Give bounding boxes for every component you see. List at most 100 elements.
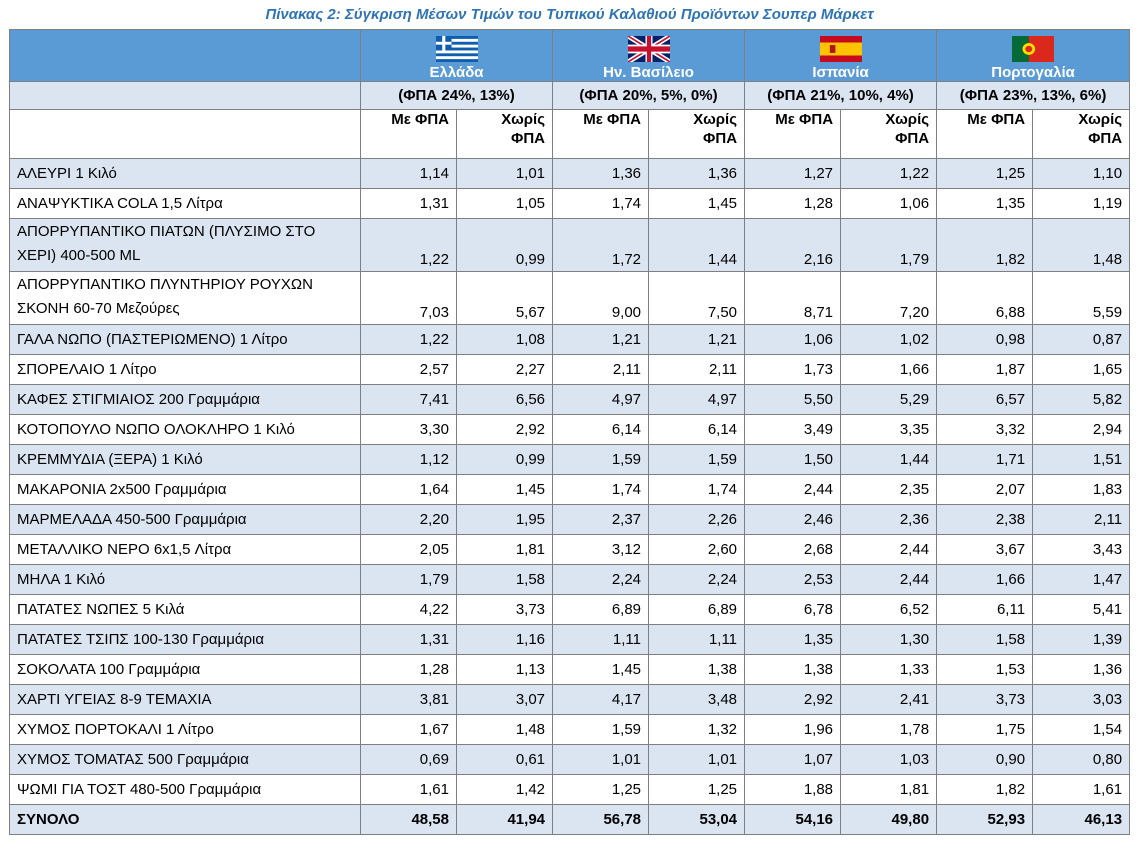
price-with-vat: 1,31 [360, 188, 457, 219]
country-header-spain: Ισπανία [744, 29, 938, 82]
without-vat-label-line1: Χωρίς [885, 111, 930, 128]
vat-rate-row: (ΦΠΑ 24%, 13%) (ΦΠΑ 20%, 5%, 0%) (ΦΠΑ 21… [9, 81, 1131, 110]
price-with-vat: 2,46 [744, 504, 842, 535]
price-with-vat: 2,37 [552, 504, 650, 535]
price-with-vat: 1,74 [552, 188, 650, 219]
price-with-vat: 1,14 [360, 158, 457, 189]
price-without-vat: 2,27 [455, 354, 554, 385]
price-with-vat: 6,14 [552, 414, 650, 445]
price-without-vat: 1,16 [455, 624, 554, 655]
price-without-vat: 2,60 [648, 534, 746, 565]
price-with-vat: 2,53 [744, 564, 842, 595]
price-with-vat: 1,31 [360, 624, 457, 655]
vat-rate: (ΦΠΑ 23%, 13%, 6%) [936, 81, 1131, 110]
price-with-vat: 1,22 [360, 218, 457, 272]
price-with-vat: 1,96 [744, 714, 842, 745]
header-blank-cell [9, 29, 361, 82]
greece-flag-icon [435, 36, 478, 62]
price-without-vat: 1,39 [1032, 624, 1131, 655]
price-with-vat: 5,50 [744, 384, 842, 415]
price-with-vat: 4,97 [552, 384, 650, 415]
without-vat-label-line2: ΦΠΑ [703, 130, 738, 147]
price-with-vat: 3,67 [936, 534, 1034, 565]
price-comparison-table: Ελλάδα Ην. Βασίλειο Ισπανία [9, 29, 1131, 835]
total-row: ΣΥΝΟΛΟ 48,58 41,94 56,78 53,04 54,16 49,80 52,9… [9, 804, 1131, 835]
product-name: ΜΕΤΑΛΛΙΚΟ ΝΕΡΟ 6x1,5 Λίτρα [9, 534, 361, 565]
price-with-vat: 6,11 [936, 594, 1034, 625]
price-with-vat: 1,82 [936, 774, 1034, 805]
price-without-vat: 1,58 [455, 564, 554, 595]
total-without-vat: 46,13 [1032, 804, 1131, 835]
price-with-vat: 4,22 [360, 594, 457, 625]
with-vat-header: Με ΦΠΑ [360, 109, 457, 159]
table-row: ΚΟΤΟΠΟΥΛΟ ΝΩΠΟ ΟΛΟΚΛΗΡΟ 1 Κιλό 3,30 2,92 6,… [9, 414, 1131, 445]
price-with-vat: 1,53 [936, 654, 1034, 685]
without-vat-header: Χωρίς ΦΠΑ [1032, 109, 1131, 159]
price-with-vat: 2,20 [360, 504, 457, 535]
price-without-vat: 1,65 [1032, 354, 1131, 385]
subheader-blank-cell [9, 109, 361, 159]
product-name: ΣΠΟΡΕΛΑΙΟ 1 Λίτρο [9, 354, 361, 385]
price-without-vat: 6,52 [840, 594, 938, 625]
price-without-vat: 1,36 [648, 158, 746, 189]
price-without-vat: 0,61 [455, 744, 554, 775]
total-without-vat: 49,80 [840, 804, 938, 835]
price-without-vat: 2,44 [840, 564, 938, 595]
price-without-vat: 3,35 [840, 414, 938, 445]
price-with-vat: 1,88 [744, 774, 842, 805]
table-row: ΨΩΜΙ ΓΙΑ ΤΟΣΤ 480-500 Γραμμάρια 1,61 1,42 1… [9, 774, 1131, 805]
price-with-vat: 8,71 [744, 271, 842, 325]
price-without-vat: 3,03 [1032, 684, 1131, 715]
without-vat-label-line2: ΦΠΑ [1088, 130, 1123, 147]
price-without-vat: 1,01 [648, 744, 746, 775]
country-name: Ελλάδα [429, 64, 484, 81]
price-without-vat: 5,41 [1032, 594, 1131, 625]
country-header-row: Ελλάδα Ην. Βασίλειο Ισπανία [9, 29, 1131, 82]
price-with-vat: 0,69 [360, 744, 457, 775]
product-name: ΜΑΚΑΡΟΝΙΑ 2x500 Γραμμάρια [9, 474, 361, 505]
price-with-vat: 1,01 [552, 744, 650, 775]
table-row: ΑΝΑΨΥΚΤΙΚΑ COLA 1,5 Λίτρα 1,31 1,05 1,74 1,4… [9, 188, 1131, 219]
table-row: ΜΗΛΑ 1 Κιλό 1,79 1,58 2,24 2,24 2,53 2,44 1,66 1… [9, 564, 1131, 595]
price-without-vat: 3,73 [455, 594, 554, 625]
table-row: ΧΥΜΟΣ ΤΟΜΑΤΑΣ 500 Γραμμάρια 0,69 0,61 1,01 1… [9, 744, 1131, 775]
price-with-vat: 2,38 [936, 504, 1034, 535]
country-name: Ισπανία [812, 64, 869, 81]
price-with-vat: 3,49 [744, 414, 842, 445]
uk-flag-icon [627, 36, 670, 62]
without-vat-label-line1: Χωρίς [501, 111, 546, 128]
price-without-vat: 1,45 [455, 474, 554, 505]
price-without-vat: 1,66 [840, 354, 938, 385]
price-with-vat: 1,66 [936, 564, 1034, 595]
table-row: ΠΑΤΑΤΕΣ ΤΣΙΠΣ 100-130 Γραμμάρια 1,31 1,16 1… [9, 624, 1131, 655]
price-with-vat: 2,07 [936, 474, 1034, 505]
price-with-vat: 1,38 [744, 654, 842, 685]
price-without-vat: 1,21 [648, 324, 746, 355]
without-vat-header: Χωρίς ΦΠΑ [840, 109, 938, 159]
total-with-vat: 48,58 [360, 804, 457, 835]
vat-rate: (ΦΠΑ 24%, 13%) [359, 81, 554, 110]
price-with-vat: 1,50 [744, 444, 842, 475]
price-without-vat: 1,36 [1032, 654, 1131, 685]
country-header-uk: Ην. Βασίλειο [552, 29, 746, 82]
price-without-vat: 1,25 [648, 774, 746, 805]
price-without-vat: 7,50 [648, 271, 746, 325]
price-with-vat: 3,81 [360, 684, 457, 715]
product-name: ΧΥΜΟΣ ΠΟΡΤΟΚΑΛΙ 1 Λίτρο [9, 714, 361, 745]
product-name: ΑΛΕΥΡΙ 1 Κιλό [9, 158, 361, 189]
price-without-vat: 2,35 [840, 474, 938, 505]
price-with-vat: 2,24 [552, 564, 650, 595]
price-without-vat: 2,94 [1032, 414, 1131, 445]
with-vat-header: Με ΦΠΑ [744, 109, 842, 159]
price-with-vat: 1,75 [936, 714, 1034, 745]
without-vat-label-line1: Χωρίς [1078, 111, 1123, 128]
price-without-vat: 1,02 [840, 324, 938, 355]
price-without-vat: 1,79 [840, 218, 938, 272]
price-with-vat: 6,88 [936, 271, 1034, 325]
price-with-vat: 2,11 [552, 354, 650, 385]
table-row: ΑΛΕΥΡΙ 1 Κιλό 1,14 1,01 1,36 1,36 1,27 1,22 1,2… [9, 158, 1131, 189]
price-without-vat: 1,81 [840, 774, 938, 805]
price-without-vat: 1,05 [455, 188, 554, 219]
total-with-vat: 52,93 [936, 804, 1034, 835]
product-name: ΧΥΜΟΣ ΤΟΜΑΤΑΣ 500 Γραμμάρια [9, 744, 361, 775]
